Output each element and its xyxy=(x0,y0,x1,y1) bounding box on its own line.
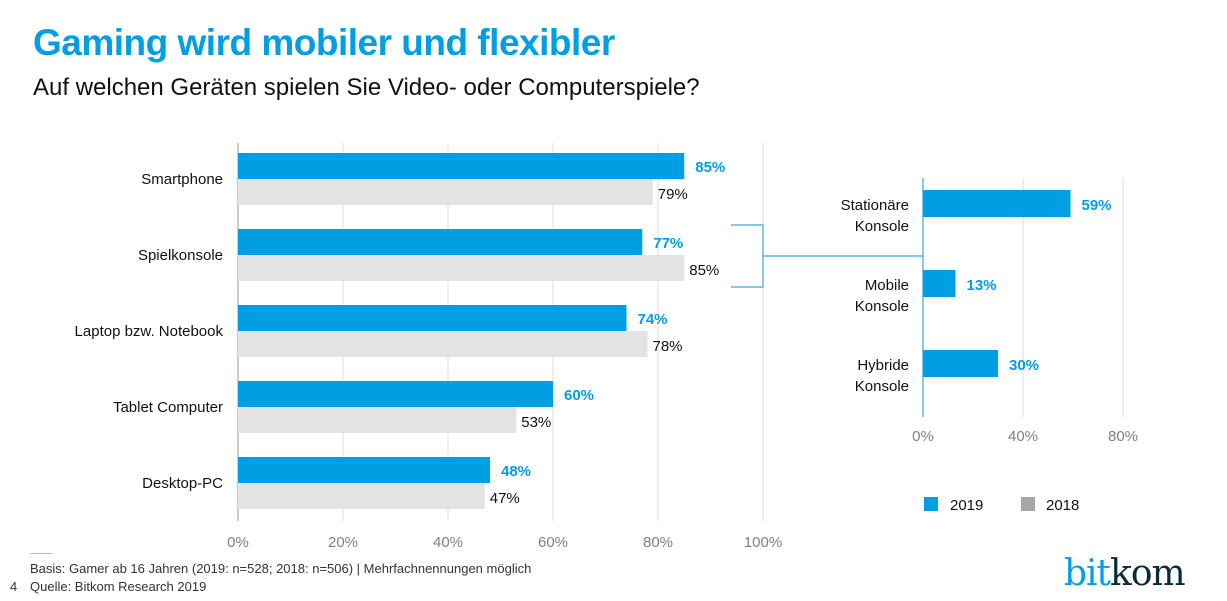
data-label-2019: 13% xyxy=(967,277,997,294)
bar-2019 xyxy=(238,229,643,255)
x-tick-label: 100% xyxy=(744,534,782,551)
x-tick-label: 0% xyxy=(227,534,249,551)
category-label: Desktop-PC xyxy=(142,475,223,492)
legend-swatch-2018 xyxy=(1021,497,1035,511)
data-label-2019: 48% xyxy=(501,463,531,480)
bar-2019 xyxy=(923,270,956,297)
footer-basis: Basis: Gamer ab 16 Jahren (2019: n=528; … xyxy=(30,561,532,576)
chart-title: Gaming wird mobiler und flexibler xyxy=(33,22,615,63)
legend-label-2019: 2019 xyxy=(950,497,983,514)
category-label: Spielkonsole xyxy=(138,247,223,264)
bar-2018 xyxy=(238,331,648,357)
category-label: Laptop bzw. Notebook xyxy=(75,323,224,340)
bar-2019 xyxy=(238,305,627,331)
bar-2019 xyxy=(923,350,998,377)
bar-2018 xyxy=(238,483,485,509)
bar-2019 xyxy=(238,457,490,483)
bracket-connector xyxy=(731,224,764,288)
legend-swatch-2019 xyxy=(924,497,938,511)
category-label-line2: Konsole xyxy=(855,218,909,235)
x-tick-label: 20% xyxy=(328,534,358,551)
category-label-line2: Konsole xyxy=(855,378,909,395)
x-tick-label: 40% xyxy=(1008,428,1038,445)
data-label-2019: 30% xyxy=(1009,357,1039,374)
data-label-2019: 60% xyxy=(564,387,594,404)
data-label-2018: 53% xyxy=(521,414,551,431)
data-label-2019: 77% xyxy=(653,235,683,252)
x-tick-label: 0% xyxy=(912,428,934,445)
bar-2019 xyxy=(923,190,1071,217)
bar-2019 xyxy=(238,153,685,179)
logo-part1: bit xyxy=(1064,553,1111,594)
data-label-2018: 78% xyxy=(653,338,683,355)
data-label-2019: 85% xyxy=(695,159,725,176)
data-label-2019: 59% xyxy=(1082,197,1112,214)
bar-2018 xyxy=(238,179,653,205)
logo-part2: kom xyxy=(1110,553,1186,594)
bar-2018 xyxy=(238,407,517,433)
data-label-2018: 79% xyxy=(658,186,688,203)
category-label-line1: Hybride xyxy=(857,357,909,374)
chart-subtitle: Auf welchen Geräten spielen Sie Video- o… xyxy=(33,74,700,101)
data-label-2018: 47% xyxy=(490,490,520,507)
footer-source: Quelle: Bitkom Research 2019 xyxy=(30,579,207,594)
page-number: 4 xyxy=(10,579,18,594)
category-label: Smartphone xyxy=(141,171,223,188)
category-label-line1: Mobile xyxy=(865,277,909,294)
x-tick-label: 80% xyxy=(1108,428,1138,445)
footer-divider xyxy=(30,553,52,554)
x-tick-label: 60% xyxy=(538,534,568,551)
category-label: Tablet Computer xyxy=(113,399,223,416)
x-tick-label: 80% xyxy=(643,534,673,551)
x-tick-label: 40% xyxy=(433,534,463,551)
bar-2018 xyxy=(238,255,685,281)
bar-2019 xyxy=(238,381,553,407)
category-label-line2: Konsole xyxy=(855,298,909,315)
category-label-line1: Stationäre xyxy=(841,197,909,214)
legend-label-2018: 2018 xyxy=(1046,497,1079,514)
bitkom-logo: bitkom xyxy=(1064,553,1186,594)
data-label-2019: 74% xyxy=(638,311,668,328)
data-label-2018: 85% xyxy=(689,262,719,279)
